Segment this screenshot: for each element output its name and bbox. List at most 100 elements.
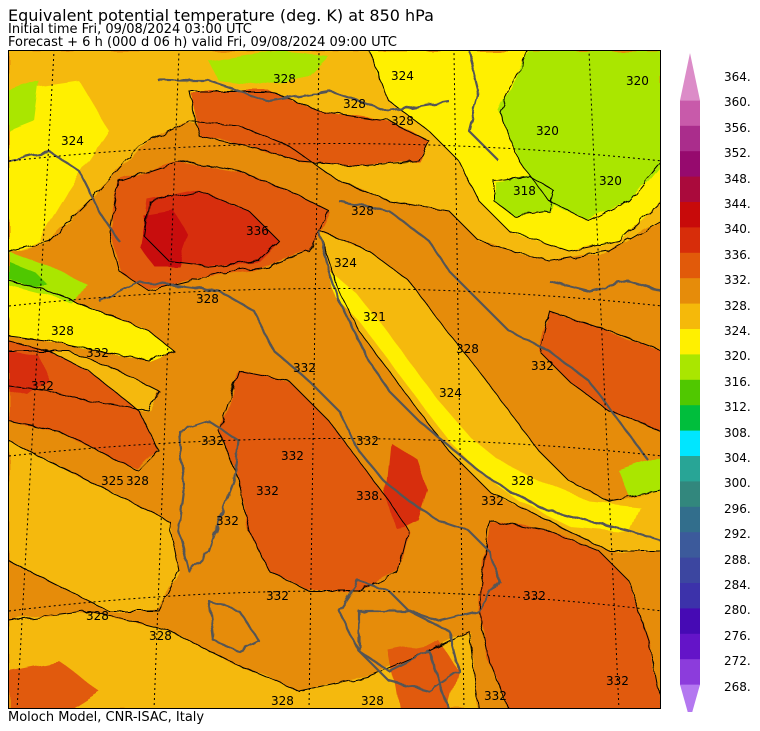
colorbar-swatch <box>680 252 700 279</box>
contour-label: 328 <box>51 324 74 338</box>
contour-label: 332 <box>606 674 629 688</box>
colorbar-swatch <box>680 202 700 228</box>
colorbar-level-label: 296. <box>724 501 751 516</box>
field-324-adriatic <box>319 231 660 551</box>
contour-label: 328 <box>343 97 366 111</box>
colorbar-level-label: 320. <box>724 349 751 364</box>
contour-label: 320 <box>626 74 649 88</box>
colorbar-level-label: 280. <box>724 603 751 618</box>
contour-label: 324 <box>61 134 84 148</box>
colorbar-level-label: 284. <box>724 578 751 592</box>
colorbar-swatch <box>680 633 700 660</box>
colorbar-level-label: 272. <box>724 654 751 669</box>
contour-label: 328 <box>351 204 374 218</box>
colorbar-bottom-arrow <box>680 684 700 712</box>
contour-label: 328 <box>511 474 534 488</box>
contour-label: 332 <box>293 361 316 375</box>
colorbar-level-label: 304. <box>724 451 751 465</box>
contour-label: 328 <box>196 292 219 306</box>
field-316-east <box>619 456 660 496</box>
colorbar-swatch <box>680 608 700 635</box>
colorbar-level-label: 336. <box>724 247 751 262</box>
contour-label: 328 <box>86 609 109 623</box>
colorbar-level-label: 364. <box>724 70 751 84</box>
colorbar-level-label: 360. <box>724 95 751 110</box>
field-320-north <box>9 81 109 251</box>
contour-label: 336 <box>246 224 269 238</box>
contour-label: 332 <box>216 514 239 528</box>
contour-label: 332 <box>531 359 554 373</box>
field-324-south <box>9 611 479 708</box>
colorbar-level-label: 292. <box>724 527 751 542</box>
colorbar-swatch <box>680 329 700 355</box>
field-336-west <box>9 351 49 396</box>
colorbar-level-label: 312. <box>724 400 751 415</box>
colorbar-level-label: 276. <box>724 628 751 643</box>
colorbar-level-label: 300. <box>724 476 751 491</box>
contour-label: 332 <box>256 484 279 498</box>
contour-label: 325 <box>101 474 124 488</box>
colorbar-swatch <box>680 100 700 127</box>
contour-label: 324 <box>334 256 357 270</box>
contour-label: 324 <box>439 386 462 400</box>
contour-lines <box>9 51 660 708</box>
theta-e-map: 324 328 324 320 320 320 318 328 328 328 336 324 328 3… <box>8 50 661 709</box>
contour-label: 328 <box>271 694 294 708</box>
colorbar-swatch <box>680 659 700 686</box>
contour-label: 320 <box>599 174 622 188</box>
map-title: Equivalent potential temperature (deg. K… <box>8 6 434 25</box>
graticule <box>9 51 660 708</box>
contour-label: 328 <box>149 629 172 643</box>
colorbar-level-label: 316. <box>724 374 751 389</box>
colorbar-swatch <box>680 354 700 381</box>
field-332-alps-ne <box>189 91 429 166</box>
field-316-west <box>9 251 89 301</box>
contour-label: 318 <box>513 184 536 198</box>
colorbar-swatch <box>680 532 700 559</box>
contour-label: 332 <box>281 449 304 463</box>
field-316-nw <box>9 81 39 131</box>
colorbar-swatch <box>680 125 700 152</box>
field-332-south <box>479 521 660 708</box>
colorbar-swatch <box>680 456 700 482</box>
map-canvas: 324 328 324 320 320 320 318 328 328 328 336 324 328 3… <box>9 51 660 708</box>
colorbar-top-arrow <box>680 53 700 101</box>
colorbar-swatch <box>680 430 700 457</box>
colorbar-swatch <box>680 278 700 305</box>
colorbar <box>680 53 700 712</box>
coastlines <box>9 51 660 708</box>
contour-label: 328 <box>361 694 384 708</box>
model-credit: Moloch Model, CNR-ISAC, Italy <box>8 710 205 725</box>
contour-labels: 324 328 324 320 320 320 318 328 328 328 336 324 328 3… <box>31 69 649 708</box>
colorbar-level-label: 268. <box>724 679 751 694</box>
contour-label: 328 <box>273 72 296 86</box>
contour-label: 324 <box>391 69 414 83</box>
colorbar-swatch <box>680 227 700 254</box>
field-332-west <box>9 341 159 471</box>
colorbar-level-label: 324. <box>724 324 751 338</box>
field-336-italy <box>384 441 429 526</box>
contour-label: 328 <box>456 342 479 356</box>
colorbar-level-label: 332. <box>724 273 751 288</box>
colorbar-swatch <box>680 176 700 203</box>
contour-label: 332 <box>523 589 546 603</box>
colorbar-swatch <box>680 151 700 178</box>
contour-label: 328 <box>391 114 414 128</box>
colorbar-swatch <box>680 481 700 508</box>
field-332-sw <box>9 661 99 708</box>
colorbar-level-label: 352. <box>724 146 751 161</box>
contour-label: 332 <box>266 589 289 603</box>
field-332-italy <box>219 371 409 591</box>
field-320-adriatic <box>329 271 639 531</box>
contour-label: 332 <box>31 379 54 393</box>
colorbar-swatch <box>680 303 700 330</box>
contour-label: 320 <box>536 124 559 138</box>
colorbar-swatch <box>680 506 700 533</box>
colorbar-level-label: 288. <box>724 552 751 567</box>
contour-label: 332 <box>481 494 504 508</box>
colorbar-swatch <box>680 379 700 406</box>
field-324-southwest <box>9 441 179 611</box>
field-316-center <box>494 176 554 216</box>
colorbar-level-label: 328. <box>724 298 751 313</box>
colorbar-swatch <box>680 405 700 432</box>
